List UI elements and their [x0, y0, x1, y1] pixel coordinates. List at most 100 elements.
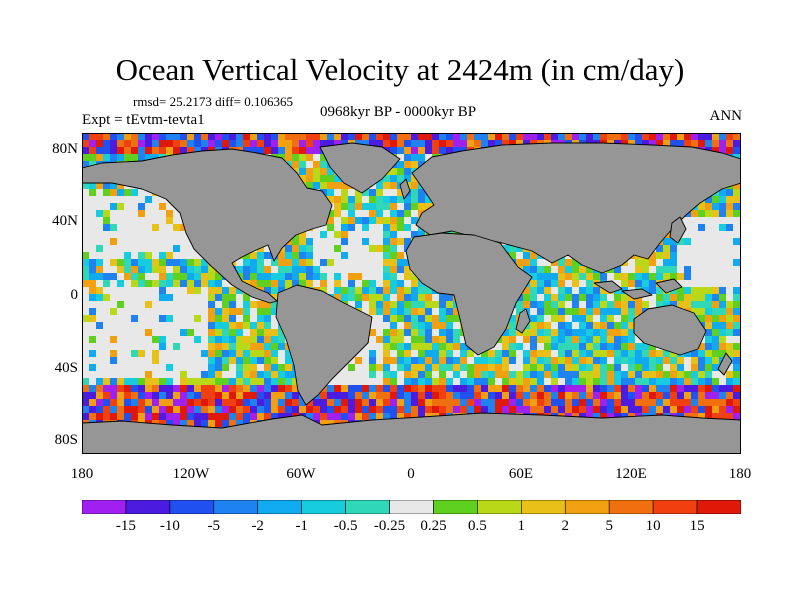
velocity-cell	[439, 133, 446, 140]
velocity-cell	[712, 371, 719, 378]
velocity-cell	[362, 203, 369, 210]
velocity-cell	[635, 308, 642, 315]
velocity-cell	[481, 406, 488, 413]
velocity-cell	[663, 392, 670, 399]
velocity-cell	[187, 406, 194, 413]
velocity-cell	[159, 406, 166, 413]
velocity-cell	[439, 392, 446, 399]
velocity-cell	[355, 294, 362, 301]
velocity-cell	[677, 287, 684, 294]
velocity-cell	[558, 308, 565, 315]
velocity-cell	[180, 147, 187, 154]
velocity-cell	[579, 385, 586, 392]
velocity-cell	[257, 392, 264, 399]
velocity-cell	[502, 392, 509, 399]
velocity-cell	[208, 315, 215, 322]
velocity-cell	[614, 133, 621, 140]
velocity-cell	[404, 364, 411, 371]
velocity-cell	[201, 399, 208, 406]
velocity-cell	[250, 392, 257, 399]
velocity-cell	[411, 154, 418, 161]
velocity-cell	[474, 140, 481, 147]
velocity-cell	[418, 294, 425, 301]
velocity-cell	[600, 336, 607, 343]
velocity-cell	[719, 343, 726, 350]
velocity-cell	[397, 224, 404, 231]
velocity-cell	[138, 413, 145, 420]
colorbar-cell	[257, 500, 302, 514]
velocity-cell	[110, 336, 117, 343]
velocity-cell	[453, 322, 460, 329]
velocity-cell	[166, 280, 173, 287]
velocity-cell	[334, 294, 341, 301]
velocity-cell	[565, 329, 572, 336]
velocity-cell	[362, 406, 369, 413]
velocity-cell	[257, 364, 264, 371]
velocity-cell	[173, 245, 180, 252]
velocity-cell	[404, 301, 411, 308]
velocity-cell	[586, 273, 593, 280]
velocity-cell	[362, 399, 369, 406]
velocity-cell	[516, 259, 523, 266]
velocity-cell	[719, 147, 726, 154]
velocity-cell	[460, 385, 467, 392]
velocity-cell	[173, 378, 180, 385]
velocity-cell	[236, 357, 243, 364]
velocity-cell	[523, 294, 530, 301]
velocity-cell	[138, 259, 145, 266]
velocity-cell	[152, 133, 159, 140]
velocity-cell	[509, 385, 516, 392]
velocity-cell	[705, 287, 712, 294]
velocity-cell	[397, 140, 404, 147]
velocity-cell	[397, 133, 404, 140]
velocity-cell	[537, 406, 544, 413]
velocity-cell	[299, 406, 306, 413]
velocity-cell	[607, 385, 614, 392]
velocity-cell	[733, 196, 740, 203]
lon-label-120w: 120W	[172, 466, 210, 482]
velocity-cell	[390, 322, 397, 329]
velocity-cell	[439, 385, 446, 392]
velocity-cell	[572, 273, 579, 280]
velocity-cell	[404, 308, 411, 315]
velocity-cell	[159, 413, 166, 420]
velocity-cell	[173, 147, 180, 154]
velocity-cell	[418, 161, 425, 168]
velocity-cell	[523, 399, 530, 406]
velocity-cell	[558, 378, 565, 385]
velocity-cell	[600, 315, 607, 322]
velocity-cell	[383, 245, 390, 252]
velocity-cell	[355, 301, 362, 308]
velocity-cell	[327, 196, 334, 203]
velocity-cell	[383, 287, 390, 294]
velocity-cell	[558, 301, 565, 308]
velocity-cell	[103, 413, 110, 420]
velocity-cell	[201, 385, 208, 392]
velocity-cell	[82, 399, 89, 406]
velocity-cell	[593, 133, 600, 140]
velocity-cell	[551, 273, 558, 280]
velocity-cell	[677, 140, 684, 147]
velocity-cell	[82, 133, 89, 140]
velocity-cell	[264, 357, 271, 364]
velocity-cell	[600, 287, 607, 294]
velocity-cell	[243, 336, 250, 343]
velocity-cell	[565, 336, 572, 343]
velocity-cell	[320, 280, 327, 287]
velocity-cell	[600, 378, 607, 385]
velocity-cell	[390, 175, 397, 182]
velocity-cell	[460, 343, 467, 350]
velocity-cell	[579, 357, 586, 364]
velocity-cell	[110, 399, 117, 406]
velocity-cell	[684, 392, 691, 399]
velocity-cell	[257, 399, 264, 406]
velocity-cell	[649, 280, 656, 287]
velocity-cell	[453, 308, 460, 315]
velocity-cell	[698, 203, 705, 210]
velocity-cell	[544, 399, 551, 406]
velocity-cell	[404, 378, 411, 385]
velocity-cell	[537, 357, 544, 364]
velocity-cell	[229, 294, 236, 301]
velocity-cell	[271, 413, 278, 420]
velocity-cell	[110, 392, 117, 399]
